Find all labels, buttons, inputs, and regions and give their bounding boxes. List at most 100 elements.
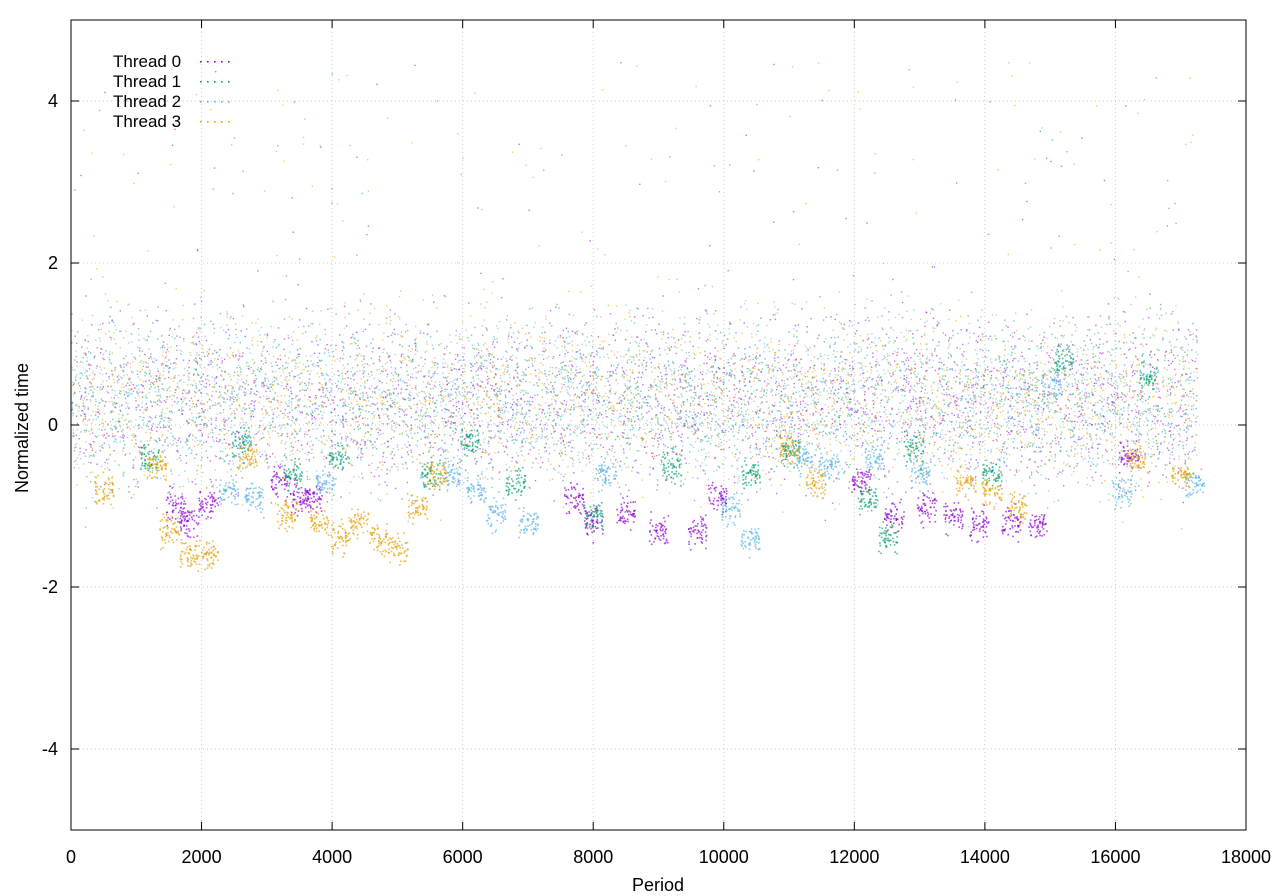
data-point <box>1026 313 1028 315</box>
data-point <box>1124 454 1126 457</box>
data-point <box>541 411 543 414</box>
data-point <box>1132 390 1134 392</box>
data-point <box>975 524 978 526</box>
data-point <box>215 377 217 379</box>
data-point <box>616 508 618 511</box>
data-point <box>933 266 936 268</box>
data-point <box>641 364 644 366</box>
data-point <box>107 385 109 387</box>
data-point <box>890 515 892 517</box>
data-point <box>1035 519 1038 521</box>
data-point <box>1123 407 1125 409</box>
data-point <box>1138 439 1140 441</box>
data-point <box>462 386 464 389</box>
data-point <box>180 503 182 505</box>
data-point <box>689 549 692 551</box>
data-point <box>236 399 238 401</box>
data-point <box>521 408 523 410</box>
data-point <box>910 400 912 403</box>
data-point <box>923 502 926 505</box>
data-point <box>1177 471 1180 473</box>
data-point <box>694 525 697 527</box>
data-point <box>543 351 545 353</box>
data-point <box>224 370 226 372</box>
data-point <box>172 509 175 511</box>
data-point <box>864 391 866 393</box>
data-point <box>363 355 365 357</box>
data-point <box>1055 380 1058 382</box>
data-point <box>210 496 212 498</box>
data-point <box>684 376 686 378</box>
data-point <box>188 511 191 513</box>
data-point <box>956 404 958 406</box>
data-point <box>808 387 811 390</box>
data-point <box>412 377 414 379</box>
data-point <box>556 374 558 376</box>
data-point <box>351 417 353 420</box>
data-point <box>335 344 337 347</box>
data-point <box>360 448 362 450</box>
data-point <box>183 515 185 517</box>
data-point <box>1004 319 1006 321</box>
data-point <box>146 339 148 341</box>
data-point <box>1106 450 1108 453</box>
data-point <box>1090 367 1093 370</box>
data-point <box>174 128 176 130</box>
data-point <box>1179 415 1182 417</box>
data-point <box>852 368 854 370</box>
data-point <box>500 358 503 360</box>
data-point <box>622 520 625 523</box>
data-point <box>331 419 334 422</box>
data-point <box>530 428 532 430</box>
data-point <box>844 470 846 473</box>
data-point <box>205 382 208 385</box>
data-point <box>285 385 287 388</box>
data-point <box>197 374 200 376</box>
data-point <box>198 497 201 500</box>
data-point <box>318 359 321 361</box>
data-point <box>654 367 656 369</box>
data-point <box>224 420 226 423</box>
data-point <box>198 499 201 502</box>
data-point <box>1080 373 1082 375</box>
data-point <box>370 303 372 305</box>
data-point <box>329 378 331 380</box>
data-point <box>590 355 592 357</box>
data-point <box>261 385 263 387</box>
data-point <box>1149 354 1151 356</box>
data-point <box>564 487 566 489</box>
data-point <box>1009 433 1011 435</box>
data-point <box>310 497 313 499</box>
data-point <box>775 380 778 383</box>
data-point <box>1183 395 1185 398</box>
data-point <box>929 426 931 429</box>
data-point <box>84 413 86 415</box>
data-point <box>784 357 786 359</box>
data-point <box>512 409 514 411</box>
data-point <box>624 390 626 393</box>
data-point <box>815 449 817 451</box>
data-point <box>972 435 974 437</box>
data-point <box>342 423 344 425</box>
data-point <box>142 419 144 421</box>
data-point <box>1023 374 1025 376</box>
data-point <box>847 415 849 417</box>
data-point <box>263 384 266 387</box>
data-point <box>217 358 219 360</box>
data-point <box>1171 443 1173 446</box>
data-point <box>977 540 980 543</box>
data-point <box>286 480 289 483</box>
data-point <box>841 361 843 363</box>
data-point <box>1031 432 1033 434</box>
data-point <box>714 401 716 404</box>
data-point <box>339 334 341 336</box>
data-point <box>1158 453 1160 455</box>
data-point <box>768 383 770 385</box>
data-point <box>150 375 152 377</box>
data-point <box>1131 364 1133 366</box>
data-point <box>1170 386 1173 388</box>
data-point <box>146 407 148 409</box>
data-point <box>1140 467 1142 469</box>
data-point <box>404 331 407 333</box>
data-point <box>645 331 647 333</box>
